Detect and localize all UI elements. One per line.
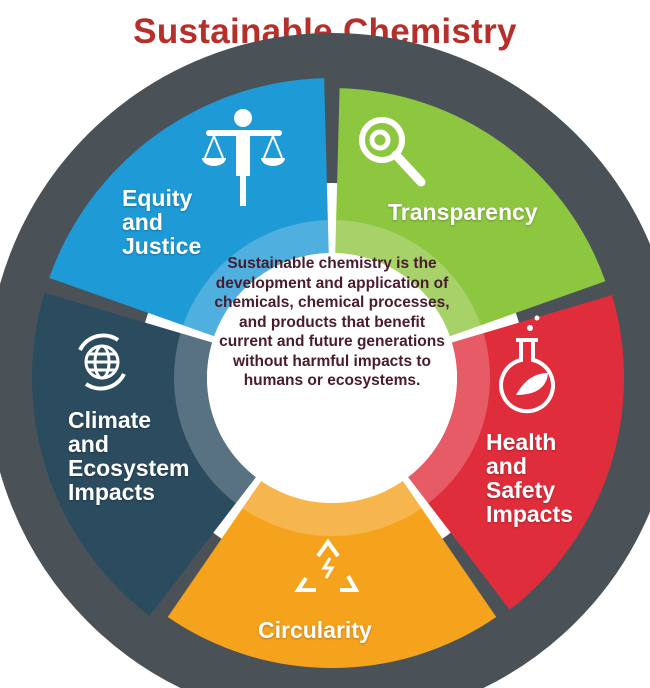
segment-inner-band — [408, 333, 490, 504]
globe-cycle-icon — [78, 333, 126, 391]
segment-inner-band — [335, 220, 481, 337]
magnifying-glass-icon — [359, 117, 426, 187]
segment-label-health-and-safety: Health and Safety Impacts — [486, 429, 573, 527]
segment-circularity — [167, 481, 497, 668]
segment-label-transparency: Transparency — [388, 199, 538, 225]
segment-inner-band — [242, 481, 422, 536]
recycle-icon — [294, 538, 360, 592]
segment-inner-band — [174, 333, 256, 504]
segment-inner-band — [183, 220, 329, 337]
segment-equity-and-justice — [49, 78, 329, 337]
segment-transparency — [335, 88, 606, 337]
person-scales-icon — [202, 109, 285, 206]
segment-label-circularity: Circularity — [258, 617, 372, 643]
segment-climate-and-ecosystem-impacts — [31, 292, 256, 617]
center-circle — [207, 253, 457, 503]
segment-label-equity-and-justice: Equity and Justice — [122, 185, 202, 259]
segment-label-climate-and-ecosystem: Climate and Ecosystem Impacts — [68, 407, 190, 505]
center-definition-text: Sustainable chemistry is the development… — [214, 255, 450, 389]
flask-leaf-icon — [499, 315, 555, 414]
segment-health-and-safety-impacts — [408, 295, 624, 610]
